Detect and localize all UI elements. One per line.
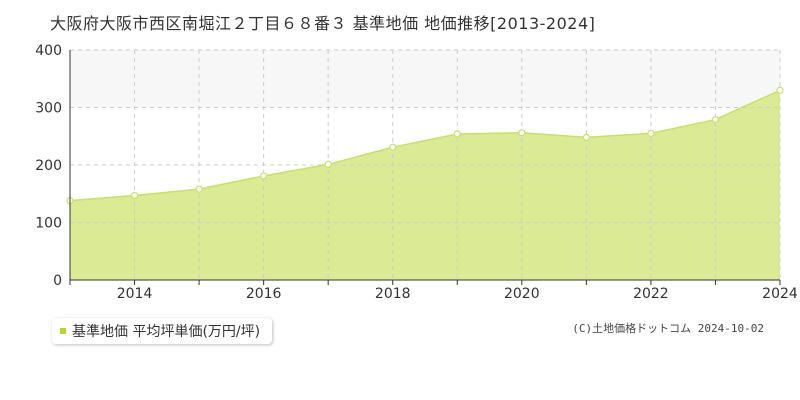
copyright-text: (C)土地価格ドットコム 2024-10-02 [572, 322, 764, 335]
data-point [389, 143, 397, 151]
data-point [776, 86, 784, 94]
data-point [130, 191, 139, 200]
data-point [582, 133, 590, 141]
x-tick-label: 2020 [504, 286, 540, 302]
data-point [711, 115, 720, 124]
legend-label: 基準地価 平均坪単価(万円/坪) [72, 324, 261, 340]
data-point [518, 129, 526, 137]
y-tick-label: 100 [35, 216, 62, 232]
data-point [260, 172, 268, 180]
data-point [324, 160, 332, 169]
y-tick-label: 0 [53, 273, 62, 289]
y-tick-label: 200 [35, 158, 62, 174]
data-point [647, 129, 655, 137]
y-tick-label: 300 [35, 101, 62, 117]
chart-title: 大阪府大阪市西区南堀江２丁目６８番３ 基準地価 地価推移[2013-2024] [50, 14, 596, 33]
series-area [70, 90, 780, 280]
x-tick-label: 2024 [762, 286, 798, 302]
x-tick-label: 2014 [117, 286, 153, 302]
legend: 基準地価 平均坪単価(万円/坪) [52, 318, 273, 344]
data-point [453, 130, 461, 138]
plot-band [70, 50, 780, 108]
x-tick-label: 2018 [375, 286, 411, 302]
x-tick-label: 2022 [633, 286, 669, 302]
legend-swatch [60, 328, 66, 334]
y-tick-label: 400 [35, 43, 62, 59]
series-line [69, 89, 781, 202]
x-tick-label: 2016 [246, 286, 282, 302]
data-point [195, 185, 203, 193]
